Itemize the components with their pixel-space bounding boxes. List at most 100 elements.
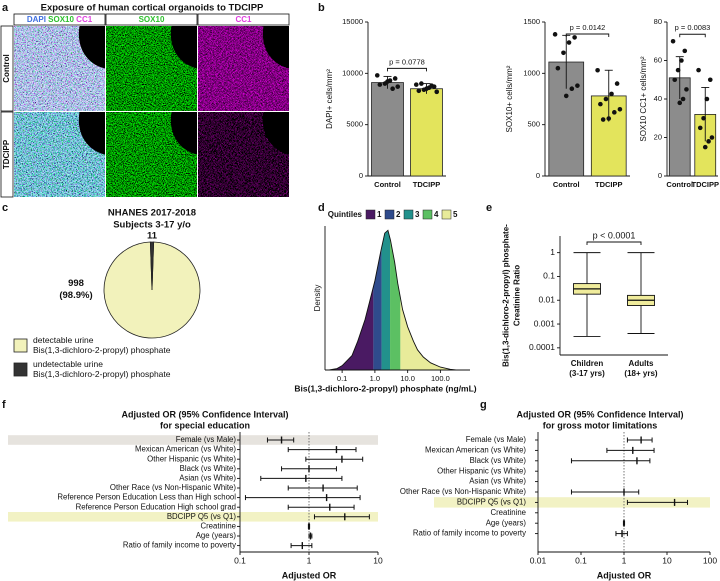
x-tick-label: Control xyxy=(374,180,401,189)
row-label: Mexican American (vs White) xyxy=(425,445,526,454)
row-label: Control xyxy=(2,54,11,82)
row-label: Reference Person Education High school g… xyxy=(76,502,236,511)
legend-swatch xyxy=(384,209,395,220)
data-point xyxy=(706,139,711,144)
row-label: Female (vs Male) xyxy=(466,435,527,444)
y-tick-label: 0.0001 xyxy=(529,342,555,352)
y-axis-label: Bis(1,3-dichloro-2-propyl) phosphate- Cre… xyxy=(502,224,522,367)
y-tick-label: 0 xyxy=(359,171,363,180)
data-point xyxy=(390,86,395,92)
panel-letter: c xyxy=(2,202,8,214)
y-tick-label: 40 xyxy=(654,94,662,103)
micrograph xyxy=(14,112,105,197)
text-line: Bis(1,3-dichloro-2-propyl) phosphate xyxy=(33,369,171,379)
data-point xyxy=(704,96,710,102)
x-tick-label: 10 xyxy=(662,555,672,565)
panel-letter: g xyxy=(480,399,487,411)
row-label: Asian (vs White) xyxy=(179,473,236,482)
x-tick-label: TDCIPP xyxy=(595,180,623,189)
channel-name: CC1 xyxy=(235,15,252,24)
y-tick-label: 0.1 xyxy=(543,271,555,281)
data-point xyxy=(682,48,688,54)
data-point xyxy=(419,81,424,86)
text-line: (98.9%) xyxy=(59,290,92,301)
row-label: Ratio of family income to poverty xyxy=(123,541,236,550)
row-label: Asian (vs White) xyxy=(469,477,526,486)
text-line: (3-17 yrs) xyxy=(569,369,605,378)
panel-letter: e xyxy=(486,202,492,214)
x-tick-label: TDCIPP xyxy=(413,180,441,189)
significance-bracket xyxy=(586,241,642,245)
row-label: Reference Person Education Less than Hig… xyxy=(57,493,236,502)
y-tick-label: 1500 xyxy=(523,17,540,26)
legend-label: 4 xyxy=(434,210,439,219)
x-tick-label: 0.01 xyxy=(530,555,547,565)
data-point xyxy=(680,96,686,102)
data-point xyxy=(374,73,380,78)
x-tick-label: Control xyxy=(553,180,580,189)
data-point xyxy=(392,76,398,81)
row-label-box xyxy=(0,25,14,112)
legend-label: 5 xyxy=(453,210,458,219)
y-tick-label: 500 xyxy=(527,120,540,129)
legend-swatch xyxy=(441,209,452,220)
x-tick-label: 0.1 xyxy=(337,374,347,383)
channel-header: CC1 xyxy=(235,15,252,24)
row-highlight xyxy=(8,435,378,445)
slice-label: 11 xyxy=(147,231,158,242)
x-tick-label: Control xyxy=(666,180,693,189)
data-point xyxy=(612,110,617,115)
data-point xyxy=(598,101,603,107)
x-axis-label: Adjusted OR xyxy=(282,570,337,580)
p-value: p = 0.0083 xyxy=(675,23,711,32)
x-axis-label: Bis(1,3-dichloro-2-propyl) phosphate (ng… xyxy=(294,383,476,393)
y-tick-label: 0.001 xyxy=(534,318,556,328)
legend-swatch xyxy=(365,209,376,220)
row-label-box xyxy=(0,111,14,198)
data-point xyxy=(677,100,683,106)
row-highlight xyxy=(434,497,710,508)
y-axis-label: SOX10+ cells/mm² xyxy=(505,65,514,132)
x-tick-label: 10 xyxy=(373,555,383,565)
row-label: Other Hispanic (vs White) xyxy=(437,466,526,475)
y-tick-label: 60 xyxy=(654,55,662,64)
y-tick-label: 0 xyxy=(658,171,662,180)
data-point xyxy=(566,40,572,45)
data-point xyxy=(701,115,706,121)
significance-bracket xyxy=(679,33,706,38)
channel-name: DAPI xyxy=(27,15,48,24)
legend-label: 3 xyxy=(415,210,420,219)
legend-swatch xyxy=(13,362,28,377)
data-point xyxy=(679,58,684,63)
panel-letter: b xyxy=(318,2,325,14)
row-label: Black (vs White) xyxy=(180,464,237,473)
x-tick-label: Children (3-17 yrs) xyxy=(569,359,605,378)
channel-name: CC1 xyxy=(76,15,93,24)
data-point xyxy=(434,89,440,95)
p-value: p = 0.0142 xyxy=(570,23,606,32)
text-line: detectable urine xyxy=(33,335,94,345)
row-label: Female (vs Male) xyxy=(176,435,237,444)
legend-swatch xyxy=(403,209,414,220)
x-tick-label: 10.0 xyxy=(400,374,415,383)
row-label: BDCIPP Q5 (vs Q1) xyxy=(167,512,237,521)
data-point xyxy=(555,65,561,71)
data-point xyxy=(614,81,620,86)
legend-label: 1 xyxy=(377,210,382,219)
data-point xyxy=(569,86,575,92)
y-tick-label: 0 xyxy=(536,171,540,180)
y-tick-label: 15000 xyxy=(342,17,363,26)
x-tick-label: 0.1 xyxy=(234,555,246,565)
x-tick-label: 1 xyxy=(622,555,627,565)
data-point xyxy=(572,35,577,40)
panel-letter: a xyxy=(2,2,9,14)
x-tick-label: Adults (18+ yrs) xyxy=(624,359,657,378)
text-line: for gross motor limitations xyxy=(543,421,658,431)
density-area xyxy=(381,230,391,370)
row-label: Creatinine xyxy=(200,521,236,530)
data-point xyxy=(563,93,569,99)
panel-letter: f xyxy=(2,399,6,411)
x-tick-label: 1.0 xyxy=(370,374,380,383)
data-point xyxy=(413,82,419,87)
